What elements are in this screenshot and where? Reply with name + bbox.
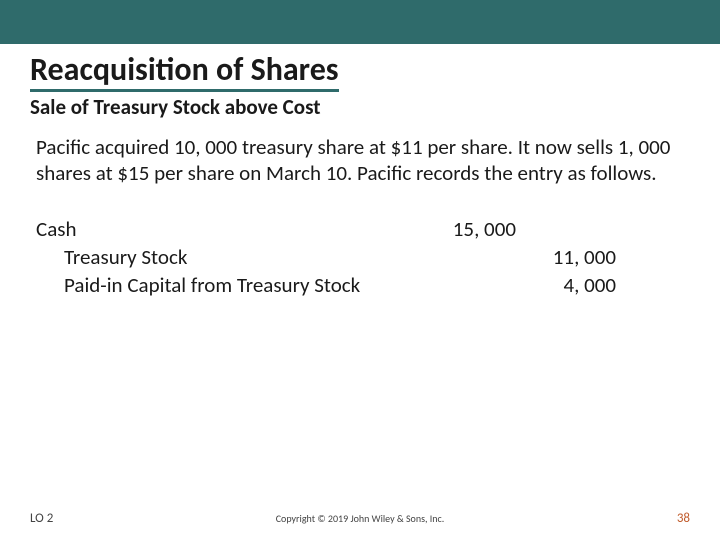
slide-subtitle: Sale of Treasury Stock above Cost <box>30 94 690 120</box>
slide: Reacquisition of Shares Sale of Treasury… <box>0 0 720 540</box>
journal-debit: 15, 000 <box>416 215 516 243</box>
body-area: Pacific acquired 10, 000 treasury share … <box>0 120 720 540</box>
page-number: 38 <box>677 511 690 526</box>
journal-entry: Cash15, 000Treasury Stock11, 000Paid-in … <box>36 215 684 300</box>
journal-credit: 4, 000 <box>516 271 616 299</box>
journal-row: Treasury Stock 11, 000 <box>36 243 684 271</box>
body-paragraph: Pacific acquired 10, 000 treasury share … <box>36 134 684 187</box>
footer: LO 2 Copyright © 2019 John Wiley & Sons,… <box>0 511 720 526</box>
copyright-text: Copyright © 2019 John Wiley & Sons, Inc. <box>276 512 445 525</box>
title-area: Reacquisition of Shares Sale of Treasury… <box>0 44 720 120</box>
header-bar <box>0 0 720 44</box>
journal-account: Treasury Stock <box>36 243 416 271</box>
slide-title: Reacquisition of Shares <box>30 50 339 92</box>
journal-credit: 11, 000 <box>516 243 616 271</box>
journal-account: Cash <box>36 215 416 243</box>
journal-row: Cash15, 000 <box>36 215 684 243</box>
journal-account: Paid-in Capital from Treasury Stock <box>36 271 416 299</box>
journal-row: Paid-in Capital from Treasury Stock 4, 00… <box>36 271 684 299</box>
learning-objective: LO 2 <box>30 511 53 526</box>
